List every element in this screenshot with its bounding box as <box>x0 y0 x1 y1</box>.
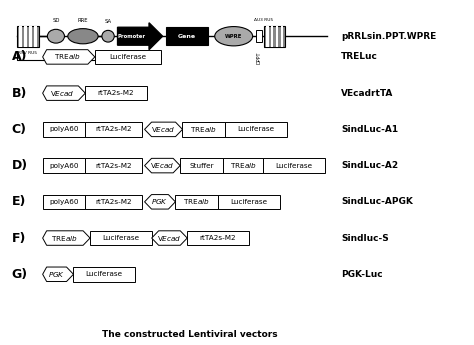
Text: $\mathit{PGK}$: $\mathit{PGK}$ <box>151 197 169 206</box>
Text: G): G) <box>12 268 28 281</box>
Polygon shape <box>145 195 175 209</box>
Text: A): A) <box>12 50 27 63</box>
Text: rtTA2s-M2: rtTA2s-M2 <box>95 162 132 169</box>
Bar <box>95 50 161 64</box>
Bar <box>166 27 208 45</box>
Text: V$\mathit{Ecad}$: V$\mathit{Ecad}$ <box>157 234 182 243</box>
Bar <box>17 26 39 47</box>
Bar <box>43 122 85 137</box>
Text: rtTA2s-M2: rtTA2s-M2 <box>98 90 135 96</box>
Ellipse shape <box>68 29 98 44</box>
Bar <box>182 122 225 137</box>
Text: TRE$\mathit{alb}$: TRE$\mathit{alb}$ <box>191 125 217 134</box>
Text: rtTA2s-M2: rtTA2s-M2 <box>95 199 132 205</box>
Text: Stuffer: Stuffer <box>189 162 214 169</box>
Text: Sindluc-S: Sindluc-S <box>341 234 389 243</box>
Polygon shape <box>43 267 73 282</box>
Bar <box>85 122 142 137</box>
Text: B): B) <box>12 87 27 100</box>
Text: PGK-Luc: PGK-Luc <box>341 270 383 279</box>
Text: polyA60: polyA60 <box>49 162 79 169</box>
Bar <box>29 26 32 47</box>
Bar <box>271 26 273 47</box>
Bar <box>276 26 278 47</box>
Text: C): C) <box>12 123 27 136</box>
Polygon shape <box>152 231 187 245</box>
Polygon shape <box>145 158 180 173</box>
Bar <box>225 122 287 137</box>
Bar <box>43 158 85 173</box>
Text: CPPT: CPPT <box>118 51 123 63</box>
Text: DPPT: DPPT <box>257 52 262 64</box>
Polygon shape <box>43 50 95 64</box>
Bar <box>24 26 27 47</box>
Bar <box>187 231 249 245</box>
Text: E): E) <box>12 195 26 208</box>
Bar <box>223 158 263 173</box>
Text: rtTA2s-M2: rtTA2s-M2 <box>95 126 132 132</box>
Ellipse shape <box>215 27 253 46</box>
Bar <box>180 158 223 173</box>
Text: Luciferase: Luciferase <box>102 235 139 241</box>
Text: Luciferase: Luciferase <box>109 54 146 60</box>
Ellipse shape <box>47 29 64 43</box>
Text: SA: SA <box>104 20 112 24</box>
Bar <box>264 26 285 47</box>
Text: polyA60: polyA60 <box>49 199 79 205</box>
Bar <box>73 267 135 282</box>
Text: SindLuc-A1: SindLuc-A1 <box>341 125 399 134</box>
Text: The constructed Lentiviral vectors: The constructed Lentiviral vectors <box>102 330 277 339</box>
Bar <box>175 195 218 209</box>
Text: ΨΔgag: ΨΔgag <box>47 51 65 56</box>
Bar <box>85 86 147 100</box>
Ellipse shape <box>102 30 114 42</box>
Text: TRE$\mathit{alb}$: TRE$\mathit{alb}$ <box>54 52 81 61</box>
Bar <box>34 26 37 47</box>
Text: D): D) <box>12 159 28 172</box>
Text: V$\mathit{Ecad}$: V$\mathit{Ecad}$ <box>150 161 174 170</box>
Polygon shape <box>145 122 182 137</box>
Bar <box>281 26 283 47</box>
Bar <box>266 26 269 47</box>
Text: TRE$\mathit{alb}$: TRE$\mathit{alb}$ <box>229 161 256 170</box>
Text: V$\mathit{Ecad}$: V$\mathit{Ecad}$ <box>50 89 75 98</box>
Text: polyA60: polyA60 <box>49 126 79 132</box>
Bar <box>85 158 142 173</box>
Polygon shape <box>118 23 163 50</box>
Bar <box>85 195 142 209</box>
Text: Luciferase: Luciferase <box>230 199 267 205</box>
Text: SindLuc-A2: SindLuc-A2 <box>341 161 399 170</box>
Text: SD: SD <box>52 18 60 23</box>
Text: ΔU3 RU5: ΔU3 RU5 <box>254 18 273 22</box>
Text: TRE$\mathit{alb}$: TRE$\mathit{alb}$ <box>52 234 78 243</box>
Polygon shape <box>43 231 90 245</box>
Bar <box>263 158 325 173</box>
Text: pRRLsin.PPT.WPRE: pRRLsin.PPT.WPRE <box>341 32 437 41</box>
Text: $\mathit{PGK}$: $\mathit{PGK}$ <box>48 270 65 279</box>
Text: TRELuc: TRELuc <box>341 52 378 61</box>
Bar <box>90 231 152 245</box>
Text: Luciferase: Luciferase <box>275 162 312 169</box>
Text: VEcadrtTA: VEcadrtTA <box>341 89 393 98</box>
Text: Promoter: Promoter <box>118 34 146 39</box>
Text: Luciferase: Luciferase <box>86 271 123 277</box>
Text: WPRE: WPRE <box>225 34 242 39</box>
Text: RRE: RRE <box>78 18 88 23</box>
Text: RSV RU5: RSV RU5 <box>18 51 37 56</box>
Text: V$\mathit{Ecad}$: V$\mathit{Ecad}$ <box>151 125 176 134</box>
Text: TRE$\mathit{alb}$: TRE$\mathit{alb}$ <box>183 197 210 206</box>
Polygon shape <box>43 86 85 100</box>
Bar <box>43 195 85 209</box>
Text: SindLuc-APGK: SindLuc-APGK <box>341 197 413 206</box>
Bar <box>19 26 22 47</box>
Text: Luciferase: Luciferase <box>237 126 274 132</box>
Text: rtTA2s-M2: rtTA2s-M2 <box>200 235 237 241</box>
Bar <box>256 30 262 42</box>
Text: F): F) <box>12 231 26 245</box>
Bar <box>218 195 280 209</box>
Text: Gene: Gene <box>178 34 196 39</box>
